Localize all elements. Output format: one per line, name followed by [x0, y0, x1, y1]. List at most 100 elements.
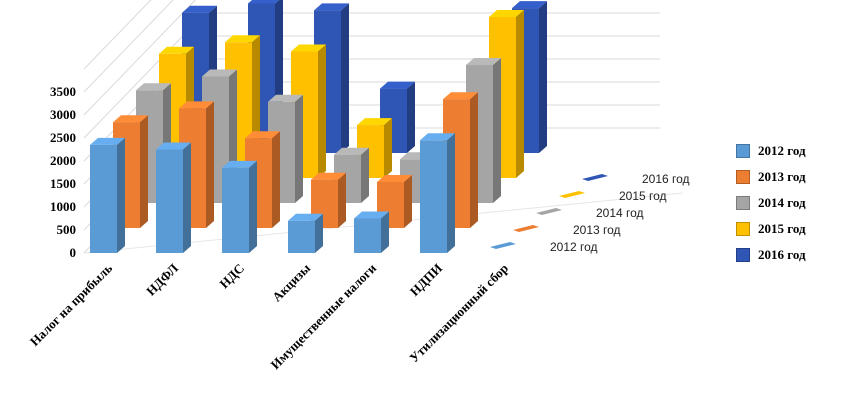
bar-side	[381, 211, 389, 253]
bar-top	[179, 101, 214, 109]
bar-side	[295, 94, 303, 203]
legend-label: 2014 год	[758, 195, 806, 210]
bars-layer	[90, 0, 608, 253]
bar-front	[222, 167, 249, 253]
legend-label: 2015 год	[758, 221, 806, 236]
legend-item: 2014 год	[736, 190, 852, 216]
bar-top	[245, 131, 280, 139]
y-tick-label: 2500	[50, 130, 76, 145]
bar-side	[315, 213, 323, 253]
depth-marker	[536, 208, 562, 215]
bar-front	[354, 218, 381, 253]
bar-side	[249, 160, 257, 253]
bar	[90, 137, 125, 253]
y-tick-label: 0	[70, 245, 77, 260]
bar-top	[288, 213, 323, 221]
y-tick-label: 1500	[50, 176, 76, 191]
bar-top	[314, 3, 349, 11]
bar-top	[291, 44, 326, 52]
legend-item: 2015 год	[736, 216, 852, 242]
legend: 2012 год 2013 год 2014 год 2015 год 2016 год	[736, 138, 852, 268]
bar-top	[225, 35, 260, 43]
depth-marker	[513, 225, 539, 232]
depth-marker	[490, 242, 516, 249]
bar-top	[512, 1, 547, 9]
legend-label: 2013 год	[758, 169, 806, 184]
bar-top	[159, 46, 194, 54]
depth-marker	[559, 191, 585, 198]
category-label: Налог на прибыль	[27, 260, 115, 348]
bar-side	[140, 115, 148, 228]
legend-swatch	[736, 248, 750, 262]
bar-side	[470, 92, 478, 228]
bar-side	[361, 147, 369, 203]
bar	[156, 142, 191, 253]
depth-axis-label: 2012 год	[550, 240, 598, 254]
bar-top	[443, 92, 478, 100]
bar	[420, 133, 455, 253]
bar	[288, 213, 323, 253]
bar-top	[90, 137, 125, 145]
bar-top	[202, 69, 237, 77]
bar-top	[222, 160, 257, 168]
depth-axis-label: 2013 год	[573, 223, 621, 237]
bar-front	[90, 144, 117, 253]
bar-top	[311, 172, 346, 180]
bar-side	[384, 118, 392, 178]
legend-label: 2016 год	[758, 247, 806, 262]
bar-top	[248, 0, 279, 4]
bar-side	[117, 137, 125, 253]
category-label: НДФЛ	[143, 260, 181, 298]
depth-marker	[582, 174, 608, 181]
bar-top	[354, 211, 389, 219]
depth-axis-label: 2016 год	[642, 172, 690, 186]
bar	[489, 10, 524, 178]
bar-top	[357, 118, 392, 126]
bar-side	[272, 131, 280, 228]
bar	[354, 211, 389, 253]
bar-top	[334, 147, 369, 155]
depth-axis-label: 2014 год	[596, 206, 644, 220]
bar-side	[206, 101, 214, 228]
bar	[222, 160, 257, 253]
side-wall-gridline	[83, 0, 174, 93]
bar-front	[156, 149, 183, 253]
legend-item: 2013 год	[736, 164, 852, 190]
depth-axis-label: 2015 год	[619, 189, 667, 203]
legend-item: 2012 год	[736, 138, 852, 164]
y-tick-label: 2000	[50, 153, 76, 168]
bar-top	[182, 5, 217, 13]
category-label: Имущественные налоги	[268, 260, 380, 372]
bar-side	[407, 81, 415, 153]
bar-top	[380, 81, 415, 89]
legend-swatch	[736, 170, 750, 184]
bar-side	[404, 175, 412, 228]
legend-item: 2016 год	[736, 242, 852, 268]
bar-side	[318, 44, 326, 178]
bar-top	[136, 83, 171, 91]
bar-side	[539, 1, 547, 153]
bar-top	[156, 142, 191, 150]
bar	[311, 172, 346, 228]
bar-side	[341, 3, 349, 154]
y-tick-label: 3000	[50, 107, 76, 122]
bar-side	[447, 133, 455, 253]
bar-top	[466, 58, 501, 65]
category-label: НДС	[216, 261, 247, 292]
y-tick-label: 3500	[50, 84, 76, 99]
bar-top	[113, 115, 148, 123]
bar-side	[493, 58, 501, 203]
bar-side	[183, 142, 191, 253]
bar-side	[338, 172, 346, 228]
bar-top	[489, 10, 524, 17]
legend-label: 2012 год	[758, 143, 806, 158]
bar-top	[420, 133, 455, 141]
legend-swatch	[736, 144, 750, 158]
bar-top	[268, 94, 303, 102]
category-label: НДПИ	[407, 261, 445, 299]
bar-front	[420, 140, 447, 253]
bar-top	[377, 175, 412, 182]
bar-side	[516, 10, 524, 178]
